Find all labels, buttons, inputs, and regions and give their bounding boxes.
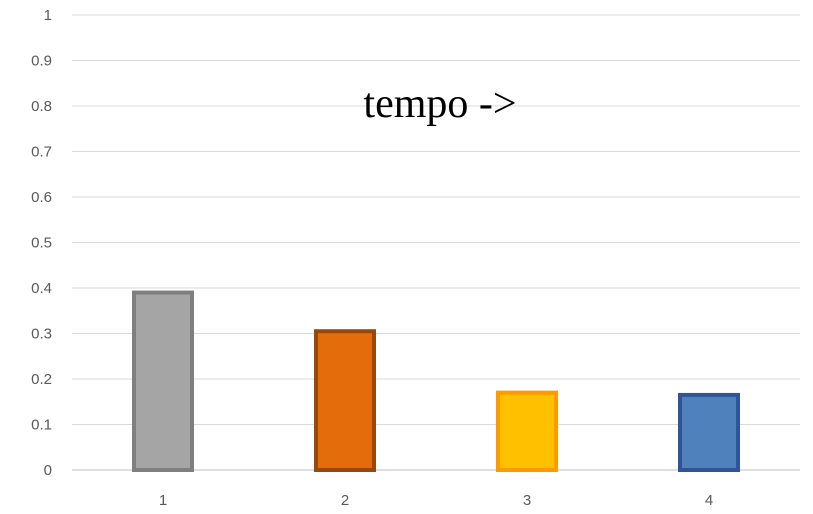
y-tick-label: 0 <box>44 462 52 479</box>
y-tick-label: 1 <box>44 7 52 24</box>
bar-1 <box>132 290 194 472</box>
bars <box>132 290 740 472</box>
bar-2 <box>314 329 376 472</box>
y-tick-label: 0.6 <box>31 189 52 206</box>
y-tick-label: 0.4 <box>31 280 52 297</box>
y-tick-label: 0.1 <box>31 417 52 434</box>
y-tick-label: 0.5 <box>31 235 52 252</box>
y-axis-tick-labels: 0 0.1 0.2 0.3 0.4 0.5 0.6 0.7 0.8 0.9 1 <box>31 7 52 479</box>
x-axis-tick-labels: 1 2 3 4 <box>159 492 713 509</box>
bar-3 <box>496 390 558 472</box>
x-tick-label: 4 <box>705 492 713 509</box>
x-tick-label: 1 <box>159 492 167 509</box>
bar-4 <box>678 392 740 472</box>
y-tick-label: 0.8 <box>31 98 52 115</box>
chart-annotation: tempo -> <box>363 81 516 127</box>
x-tick-label: 3 <box>523 492 531 509</box>
y-tick-label: 0.9 <box>31 53 52 70</box>
y-tick-label: 0.3 <box>31 326 52 343</box>
y-tick-label: 0.7 <box>31 144 52 161</box>
x-tick-label: 2 <box>341 492 349 509</box>
y-tick-label: 0.2 <box>31 371 52 388</box>
